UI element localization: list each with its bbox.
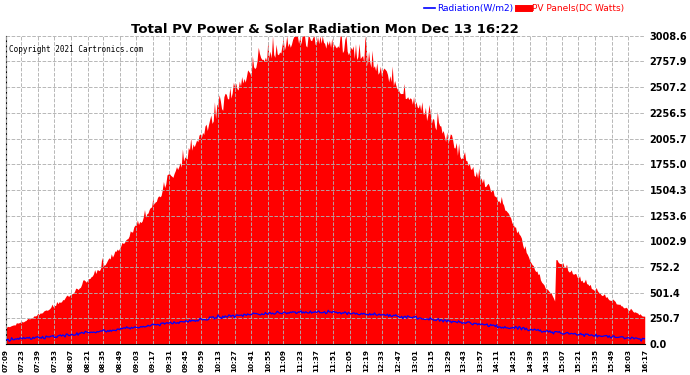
Text: Copyright 2021 Cartronics.com: Copyright 2021 Cartronics.com: [9, 45, 143, 54]
Legend: Radiation(W/m2), PV Panels(DC Watts): Radiation(W/m2), PV Panels(DC Watts): [420, 0, 627, 16]
Title: Total PV Power & Solar Radiation Mon Dec 13 16:22: Total PV Power & Solar Radiation Mon Dec…: [131, 23, 519, 36]
